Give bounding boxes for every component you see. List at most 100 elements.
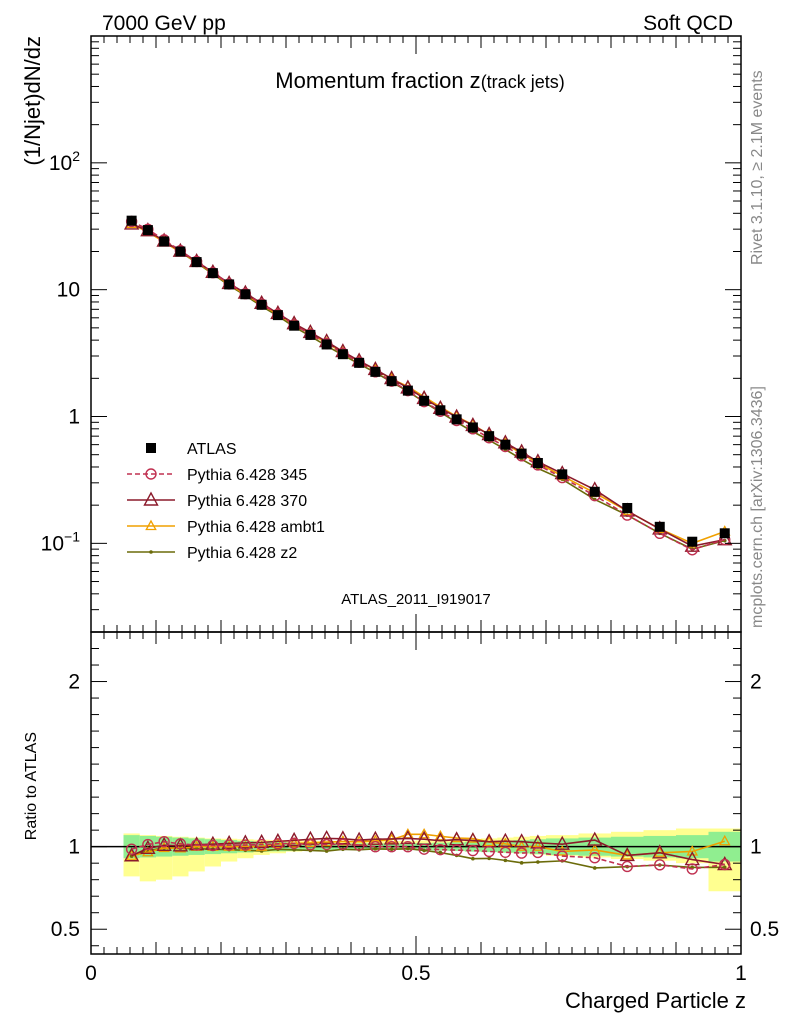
main-point-atlas (240, 289, 251, 300)
ratio-point-pythia-6-428-345 (556, 850, 568, 862)
main-point-atlas (654, 521, 665, 532)
ratio-point-pythia-6-428-z2 (389, 847, 394, 852)
main-point-atlas (435, 405, 446, 416)
main-y-tick-label: 10 (57, 279, 80, 302)
main-title: Momentum fraction z(track jets) (275, 68, 564, 93)
ratio-panel: 0.5 0.51 12 2 0 0.5 1 Ratio to ATLAS Charged … (23, 36, 779, 1013)
ratio-point-pythia-6-428-345 (255, 838, 268, 851)
ratio-point-pythia-6-428-370 (513, 833, 530, 848)
main-point-atlas (419, 395, 430, 406)
ratio-line-pythia-6-428-345 (131, 840, 725, 870)
rivet-label: Rivet 3.1.10, ≥ 2.1M events (749, 70, 766, 265)
ratio-y-label: Ratio to ATLAS (23, 732, 40, 840)
x-axis: 0 0.5 1 (85, 36, 747, 985)
ratio-point-pythia-6-428-345 (450, 844, 463, 856)
ratio-point-pythia-6-428-ambt1 (288, 837, 300, 848)
ratio-point-pythia-6-428-ambt1 (653, 846, 666, 857)
ratio-y-tick-label: 0.5 (51, 918, 80, 941)
main-point-atlas (354, 357, 365, 368)
legend-marker (143, 491, 159, 506)
legend-marker (146, 443, 156, 453)
main-point-atlas (289, 320, 300, 331)
ratio-point-pythia-6-428-345 (142, 838, 154, 851)
legend-label: Pythia 6.428 z2 (187, 545, 297, 562)
ratio-point-pythia-6-428-ambt1 (158, 841, 170, 853)
ratio-point-pythia-6-428-370 (205, 835, 221, 850)
main-frame (90, 35, 742, 633)
main-point-atlas (305, 329, 316, 340)
x-tick-label: 0.5 (401, 962, 430, 985)
ratio-point-pythia-6-428-345 (174, 838, 187, 850)
ratio-point-pythia-6-428-z2 (536, 860, 540, 864)
ratio-point-pythia-6-428-370 (367, 830, 384, 845)
main-point-atlas (402, 385, 413, 396)
ratio-point-pythia-6-428-345 (654, 859, 666, 871)
ratio-point-pythia-6-428-345 (434, 843, 447, 856)
main-point-atlas (451, 414, 462, 425)
ratio-point-pythia-6-428-345 (304, 838, 317, 851)
main-point-atlas (532, 457, 543, 468)
main-y-tick-label: 102 (49, 148, 80, 175)
ratio-point-pythia-6-428-z2 (487, 856, 491, 861)
main-point-atlas (589, 486, 600, 497)
main-point-atlas (516, 448, 527, 459)
ratio-point-pythia-6-428-345 (288, 837, 300, 850)
ratio-point-pythia-6-428-345 (158, 836, 170, 848)
legend-label: Pythia 6.428 345 (187, 467, 307, 484)
ratio-point-pythia-6-428-370 (156, 836, 172, 852)
main-y-axis: 10−1 1 10 102 (41, 41, 741, 633)
ratio-point-pythia-6-428-370 (221, 834, 237, 850)
ratio-y-tick-label-right: 0.5 (750, 918, 779, 941)
legend-entry: Pythia 6.428 345 (127, 467, 307, 484)
ratio-point-pythia-6-428-345 (272, 838, 284, 850)
ratio-point-pythia-6-428-370 (497, 832, 514, 847)
ratio-point-pythia-6-428-ambt1 (515, 840, 528, 851)
main-point-atlas (142, 225, 153, 236)
ratio-point-pythia-6-428-345 (532, 846, 544, 859)
main-point-atlas (467, 422, 478, 433)
ratio-point-pythia-6-428-345 (385, 840, 398, 853)
main-point-atlas (484, 431, 495, 442)
main-point-atlas (370, 366, 381, 377)
ratio-point-pythia-6-428-ambt1 (718, 834, 731, 846)
ratio-y-axis: 0.5 0.5 1 1 2 2 (51, 648, 779, 947)
legend-entry: Pythia 6.428 370 (127, 491, 307, 510)
main-point-atlas (191, 257, 202, 268)
ratio-point-pythia-6-428-ambt1 (142, 845, 154, 857)
ratio-point-pythia-6-428-ambt1 (532, 840, 544, 851)
main-panel: 10−1 1 10 102 Momentum fraction z(track jet… (20, 35, 742, 633)
ratio-point-pythia-6-428-345 (499, 846, 512, 858)
main-point-atlas (500, 439, 511, 450)
legend-entry: ATLAS (146, 441, 237, 458)
ratio-point-pythia-6-428-345 (353, 839, 365, 851)
main-point-atlas (256, 299, 267, 310)
x-tick-label: 0 (85, 962, 97, 985)
ratio-point-pythia-6-428-ambt1 (686, 845, 699, 856)
ratio-plot-area (91, 827, 741, 892)
ratio-point-pythia-6-428-ambt1 (556, 845, 569, 856)
ratio-point-pythia-6-428-370 (554, 835, 570, 850)
legend-label: Pythia 6.428 370 (187, 493, 307, 510)
ratio-point-pythia-6-428-ambt1 (588, 843, 601, 855)
ratio-point-pythia-6-428-370 (123, 847, 140, 862)
ratio-point-pythia-6-428-z2 (438, 850, 443, 855)
analysis-id: ATLAS_2011_I919017 (341, 591, 491, 608)
main-plot-area (123, 215, 733, 556)
legend-label: ATLAS (187, 441, 237, 458)
ratio-point-pythia-6-428-z2 (324, 849, 329, 853)
x-tick-label: 1 (735, 962, 747, 985)
header-left: 7000 GeV pp (102, 12, 226, 35)
ratio-point-pythia-6-428-345 (125, 843, 138, 855)
main-point-atlas (622, 502, 633, 513)
ratio-point-pythia-6-428-z2 (471, 856, 475, 861)
main-y-tick-label: 10−1 (41, 528, 81, 555)
legend-entry: Pythia 6.428 ambt1 (127, 519, 325, 536)
ratio-point-pythia-6-428-345 (515, 847, 528, 859)
ratio-point-pythia-6-428-345 (402, 840, 414, 853)
main-point-atlas (159, 236, 170, 247)
ratio-point-pythia-6-428-370 (318, 829, 335, 845)
legend-marker (149, 550, 153, 554)
mcplots-label: mcplots.cern.ch [arXiv:1306.3436] (749, 386, 766, 628)
ratio-point-pythia-6-428-z2 (373, 847, 378, 851)
